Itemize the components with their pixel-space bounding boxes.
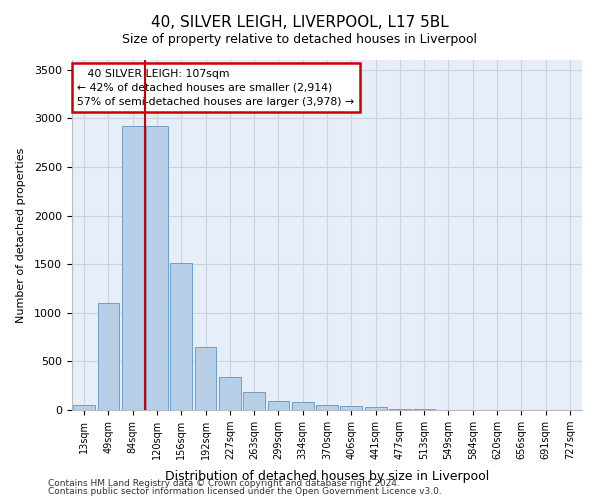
- Bar: [194, 347, 217, 410]
- Text: Contains HM Land Registry data © Crown copyright and database right 2024.: Contains HM Land Registry data © Crown c…: [48, 478, 400, 488]
- Text: 40 SILVER LEIGH: 107sqm
← 42% of detached houses are smaller (2,914)
57% of semi: 40 SILVER LEIGH: 107sqm ← 42% of detache…: [77, 69, 354, 107]
- Y-axis label: Number of detached properties: Number of detached properties: [16, 148, 26, 322]
- Text: 40, SILVER LEIGH, LIVERPOOL, L17 5BL: 40, SILVER LEIGH, LIVERPOOL, L17 5BL: [151, 15, 449, 30]
- Bar: [243, 392, 265, 410]
- Bar: [170, 263, 192, 410]
- Bar: [268, 401, 289, 410]
- Text: Size of property relative to detached houses in Liverpool: Size of property relative to detached ho…: [122, 32, 478, 46]
- Bar: [219, 377, 241, 410]
- Bar: [122, 126, 143, 410]
- Bar: [365, 408, 386, 410]
- Text: Contains public sector information licensed under the Open Government Licence v3: Contains public sector information licen…: [48, 487, 442, 496]
- Bar: [389, 408, 411, 410]
- Bar: [97, 303, 119, 410]
- X-axis label: Distribution of detached houses by size in Liverpool: Distribution of detached houses by size …: [165, 470, 489, 484]
- Bar: [413, 409, 435, 410]
- Bar: [316, 404, 338, 410]
- Bar: [340, 406, 362, 410]
- Bar: [146, 126, 168, 410]
- Bar: [73, 405, 95, 410]
- Bar: [292, 402, 314, 410]
